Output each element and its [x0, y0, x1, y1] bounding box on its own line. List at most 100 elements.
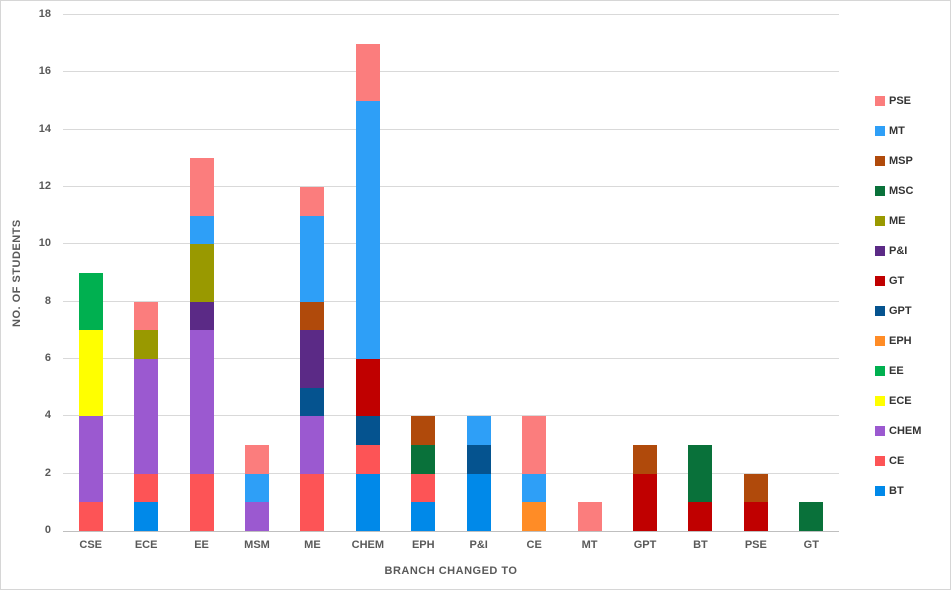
bar-segment[interactable]: [300, 330, 325, 388]
bar-segment[interactable]: [245, 445, 269, 474]
legend-label: CE: [889, 455, 905, 467]
legend-item[interactable]: MT: [875, 116, 921, 146]
x-tick-label: GT: [803, 539, 819, 551]
bar-segment[interactable]: [355, 445, 380, 474]
bar-segment[interactable]: [189, 244, 214, 302]
x-tick-label: CE: [526, 539, 542, 551]
legend-swatch-icon: [875, 306, 885, 316]
bar-segment[interactable]: [300, 301, 325, 331]
bar-segment[interactable]: [522, 473, 547, 503]
x-tick-label: P&I: [469, 539, 488, 551]
legend-item[interactable]: CHEM: [875, 416, 921, 446]
x-tick-label: CSE: [79, 539, 103, 551]
gridline: [63, 415, 839, 417]
gridline: [63, 300, 839, 302]
bar-segment[interactable]: [189, 330, 214, 474]
legend-swatch-icon: [875, 336, 885, 346]
bar-segment[interactable]: [189, 158, 214, 216]
gridline: [63, 14, 839, 15]
bar-segment[interactable]: [355, 473, 380, 531]
bar-segment[interactable]: [466, 445, 491, 474]
legend-label: MSP: [889, 155, 913, 167]
bar-segment[interactable]: [743, 473, 768, 503]
bar-segment[interactable]: [300, 215, 325, 302]
x-tick-label: BT: [693, 539, 708, 551]
bar-segment[interactable]: [577, 502, 602, 531]
legend-label: PSE: [889, 95, 912, 107]
legend-item[interactable]: ECE: [875, 386, 921, 416]
bar-segment[interactable]: [522, 416, 547, 474]
bar-segment[interactable]: [411, 473, 436, 503]
bar-segment[interactable]: [189, 215, 214, 245]
bar-segment[interactable]: [743, 502, 768, 531]
bar-segment[interactable]: [411, 445, 436, 474]
bar-segment[interactable]: [78, 273, 103, 331]
bar-segment[interactable]: [78, 416, 103, 503]
legend-item[interactable]: CE: [875, 446, 921, 476]
bar-segment[interactable]: [633, 445, 657, 474]
legend-item[interactable]: EPH: [875, 326, 921, 356]
bar-segment[interactable]: [688, 445, 713, 503]
bar-segment[interactable]: [189, 301, 214, 331]
legend-swatch-icon: [875, 396, 885, 406]
y-tick-label: 4: [44, 409, 51, 422]
bar-segment[interactable]: [522, 502, 547, 531]
legend-swatch-icon: [875, 126, 885, 136]
bar-segment[interactable]: [134, 359, 159, 474]
legend-swatch-icon: [875, 96, 885, 106]
bar-segment[interactable]: [245, 502, 269, 531]
legend-label: ECE: [889, 395, 912, 407]
x-tick-label: CHEM: [351, 539, 385, 551]
bar-segment[interactable]: [300, 187, 325, 216]
x-tick-label: MT: [581, 539, 598, 551]
legend: PSE MT MSP MSC ME P&I GT GPT EPH EE ECE CHEM CE BT: [875, 86, 921, 506]
bar-segment[interactable]: [799, 502, 824, 531]
bar-segment[interactable]: [78, 502, 103, 531]
bar-segment[interactable]: [466, 473, 491, 531]
legend-item[interactable]: BT: [875, 476, 921, 506]
legend-label: MT: [889, 125, 905, 137]
y-tick-label: 8: [44, 294, 51, 307]
bar-segment[interactable]: [633, 473, 657, 531]
y-tick-label: 12: [38, 180, 51, 192]
bar-segment[interactable]: [78, 330, 103, 417]
legend-label: EPH: [889, 335, 912, 347]
bar-segment[interactable]: [688, 502, 713, 531]
legend-item[interactable]: GT: [875, 266, 921, 296]
bar-segment[interactable]: [466, 416, 491, 445]
legend-label: MSC: [889, 185, 914, 197]
bar-segment[interactable]: [355, 416, 380, 445]
bar-segment[interactable]: [355, 43, 380, 101]
legend-label: BT: [889, 485, 904, 497]
legend-item[interactable]: P&I: [875, 236, 921, 266]
bar-segment[interactable]: [355, 101, 380, 359]
gridline: [63, 531, 839, 532]
y-tick-label: 2: [44, 466, 51, 479]
legend-swatch-icon: [875, 216, 885, 226]
legend-label: P&I: [889, 245, 908, 257]
bar-segment[interactable]: [134, 502, 159, 531]
legend-item[interactable]: MSC: [875, 176, 921, 206]
bar-segment[interactable]: [134, 301, 159, 331]
bar-segment[interactable]: [134, 473, 159, 503]
bar-segment[interactable]: [300, 473, 325, 531]
bar-segment[interactable]: [300, 387, 325, 417]
legend-swatch-icon: [875, 456, 885, 466]
legend-item[interactable]: PSE: [875, 86, 921, 116]
bar-segment[interactable]: [300, 416, 325, 474]
bar-segment[interactable]: [411, 416, 436, 445]
legend-item[interactable]: ME: [875, 206, 921, 236]
bar-segment[interactable]: [134, 330, 159, 359]
y-tick-label: 14: [38, 122, 51, 135]
legend-item[interactable]: GPT: [875, 296, 921, 326]
x-tick-label: MSM: [244, 539, 270, 551]
bar-segment[interactable]: [411, 502, 436, 531]
bar-segment[interactable]: [355, 359, 380, 417]
x-tick-label: GPT: [633, 539, 657, 551]
bar-segment[interactable]: [245, 473, 269, 503]
legend-item[interactable]: EE: [875, 356, 921, 386]
legend-item[interactable]: MSP: [875, 146, 921, 176]
x-tick-label: EE: [194, 539, 209, 551]
bar-segment[interactable]: [189, 473, 214, 531]
